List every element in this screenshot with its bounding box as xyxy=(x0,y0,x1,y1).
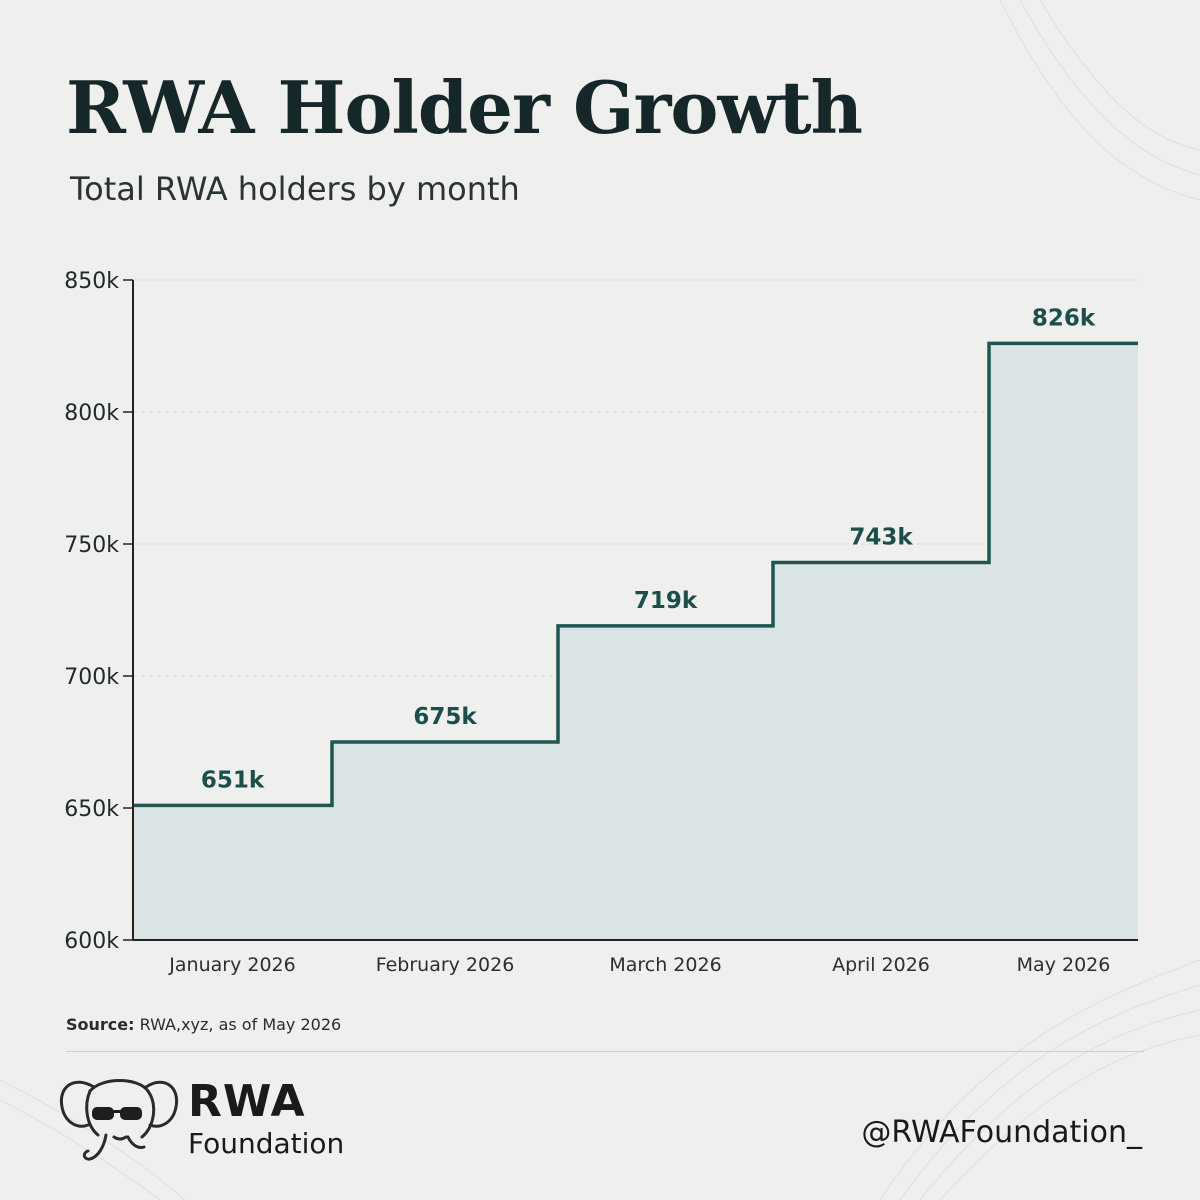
brand-block: RWA Foundation xyxy=(188,1080,344,1158)
brand-name: RWA xyxy=(188,1076,306,1127)
source-label: Source: xyxy=(66,1015,135,1034)
x-tick-label: March 2026 xyxy=(609,954,721,976)
step-chart: 600k 650k 700k 750k 800k 850k 651k January 2026… xyxy=(64,269,1138,976)
series-line xyxy=(133,341,1138,808)
elephant-sunglasses-icon xyxy=(59,1079,179,1161)
y-tick-label: 700k xyxy=(64,665,119,690)
x-tick-label: April 2026 xyxy=(832,954,930,976)
brand-subtitle: Foundation xyxy=(188,1127,345,1160)
data-label: 651k xyxy=(201,767,265,793)
y-tick-label: 800k xyxy=(64,401,119,426)
chart-title: RWA Holder Growth xyxy=(66,65,863,150)
footer-divider xyxy=(66,1051,1144,1052)
x-tick-label: February 2026 xyxy=(376,954,515,976)
area-fill xyxy=(133,343,1138,940)
y-tick-label: 600k xyxy=(64,929,119,954)
social-handle[interactable]: @RWAFoundation_ xyxy=(861,1115,1142,1150)
chart-subtitle: Total RWA holders by month xyxy=(70,170,520,208)
data-label: 719k xyxy=(634,588,698,614)
source-text: RWA,xyz, as of May 2026 xyxy=(139,1015,342,1034)
source-note: Source: RWA,xyz, as of May 2026 xyxy=(66,1015,341,1034)
data-label: 743k xyxy=(849,524,913,550)
x-tick-label: May 2026 xyxy=(1017,954,1111,976)
data-label: 675k xyxy=(413,704,477,730)
data-label: 826k xyxy=(1032,305,1096,331)
y-tick-label: 650k xyxy=(64,797,119,822)
x-tick-label: January 2026 xyxy=(168,954,295,976)
y-tick-label: 750k xyxy=(64,533,119,558)
y-tick-label: 850k xyxy=(64,269,119,294)
